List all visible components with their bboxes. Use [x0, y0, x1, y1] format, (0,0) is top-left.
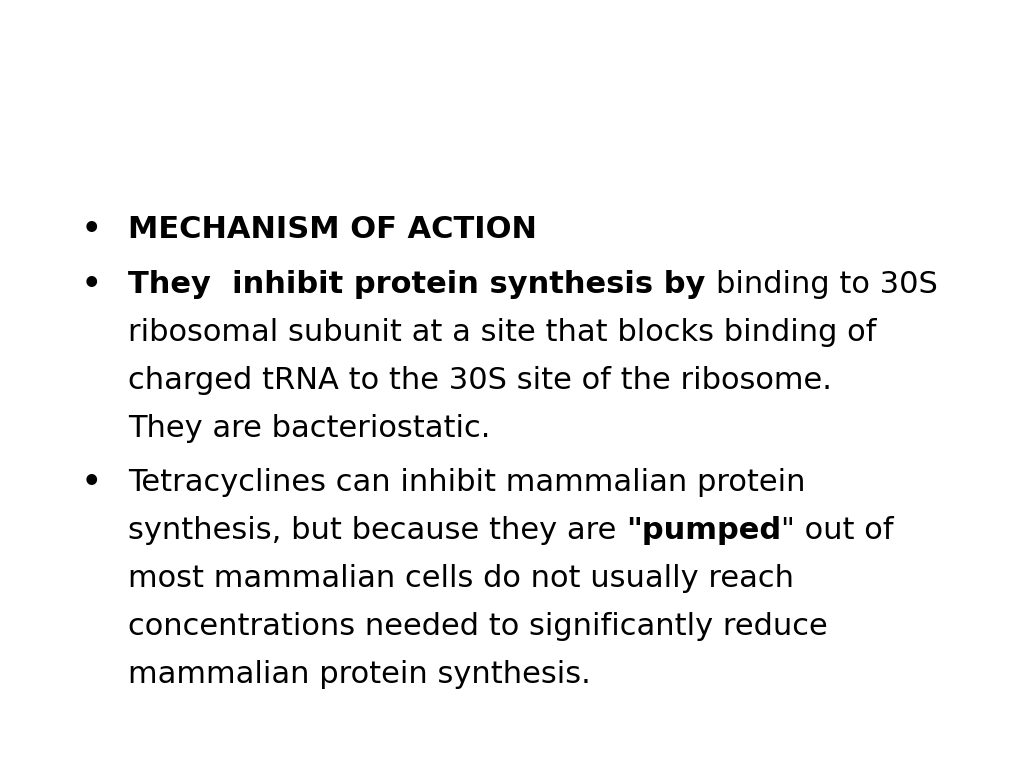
Text: Tetracyclines can inhibit mammalian protein: Tetracyclines can inhibit mammalian prot… [128, 468, 806, 497]
Text: mammalian protein synthesis.: mammalian protein synthesis. [128, 660, 591, 689]
Text: "pumped: "pumped [626, 516, 781, 545]
Text: ribosomal subunit at a site that blocks binding of: ribosomal subunit at a site that blocks … [128, 318, 877, 347]
Text: binding to 30S: binding to 30S [716, 270, 938, 299]
Text: concentrations needed to significantly reduce: concentrations needed to significantly r… [128, 612, 827, 641]
Text: " out of: " out of [781, 516, 894, 545]
Text: •: • [82, 270, 101, 299]
Text: charged tRNA to the 30S site of the ribosome.: charged tRNA to the 30S site of the ribo… [128, 366, 831, 395]
Text: most mammalian cells do not usually reach: most mammalian cells do not usually reac… [128, 564, 794, 593]
Text: synthesis, but because they are: synthesis, but because they are [128, 516, 626, 545]
Text: •: • [82, 215, 101, 244]
Text: MECHANISM OF ACTION: MECHANISM OF ACTION [128, 215, 537, 244]
Text: They  inhibit protein synthesis by: They inhibit protein synthesis by [128, 270, 716, 299]
Text: They are bacteriostatic.: They are bacteriostatic. [128, 414, 490, 443]
Text: •: • [82, 468, 101, 497]
